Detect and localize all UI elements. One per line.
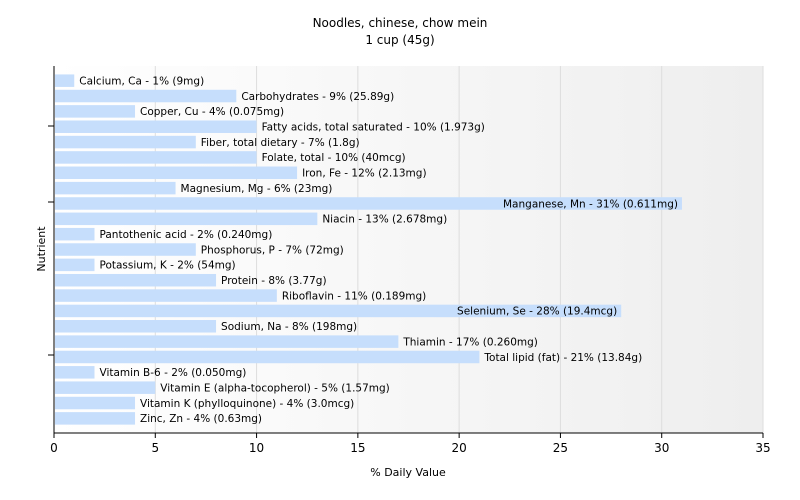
x-tick-label: 0: [50, 441, 58, 455]
chart-subtitle: 1 cup (45g): [365, 33, 434, 47]
x-tick-label: 25: [553, 441, 568, 455]
bar-label: Phosphorus, P - 7% (72mg): [201, 244, 344, 256]
bar: [55, 105, 136, 118]
bar-label: Niacin - 13% (2.678mg): [322, 214, 447, 226]
bar-label: Calcium, Ca - 1% (9mg): [79, 75, 204, 87]
bar: [55, 396, 136, 410]
bar-label: Potassium, K - 2% (54mg): [100, 260, 236, 272]
bar: [55, 89, 237, 103]
bar-label: Pantothenic acid - 2% (0.240mg): [100, 229, 273, 241]
x-tick-label: 5: [151, 441, 159, 455]
bar: [55, 381, 156, 394]
bar: [55, 258, 95, 272]
bar: [55, 350, 480, 364]
bar: [55, 243, 196, 256]
bar-label: Folate, total - 10% (40mcg): [262, 152, 406, 164]
bar: [55, 197, 682, 210]
x-axis-label: % Daily Value: [370, 466, 446, 479]
bar: [55, 273, 217, 287]
bar-label: Vitamin E (alpha-tocopherol) - 5% (1.57m…: [160, 382, 389, 394]
bar: [55, 304, 622, 318]
bar: [55, 227, 95, 241]
bar-label: Riboflavin - 11% (0.189mg): [282, 290, 426, 302]
bar: [55, 74, 75, 87]
bar-label: Total lipid (fat) - 21% (13.84g): [483, 352, 642, 364]
x-tick-label: 35: [755, 441, 770, 455]
bar: [55, 135, 196, 149]
bar: [55, 335, 399, 348]
x-tick-label: 15: [350, 441, 365, 455]
bar-label: Vitamin K (phylloquinone) - 4% (3.0mcg): [140, 398, 354, 410]
bar: [55, 212, 318, 226]
bar-label: Magnesium, Mg - 6% (23mg): [181, 183, 333, 195]
x-tick-label: 20: [452, 441, 467, 455]
bar: [55, 289, 277, 302]
bar-label: Sodium, Na - 8% (198mg): [221, 321, 357, 333]
bar: [55, 181, 176, 195]
bar: [55, 366, 95, 379]
bar-label: Carbohydrates - 9% (25.89g): [241, 91, 394, 103]
bar: [55, 320, 217, 333]
bar-label: Fiber, total dietary - 7% (1.8g): [201, 137, 360, 149]
axes: 0 5 10 15 20 25 30 35: [48, 66, 771, 455]
chart-title: Noodles, chinese, chow mein: [313, 16, 488, 30]
x-tick-label: 10: [249, 441, 264, 455]
bar-label: Fatty acids, total saturated - 10% (1.97…: [262, 122, 485, 134]
bars: Calcium, Ca - 1% (9mg) Carbohydrates - 9%…: [55, 74, 682, 425]
bar-label: Manganese, Mn - 31% (0.611mg): [503, 198, 678, 210]
y-axis-label: Nutrient: [35, 226, 48, 272]
bar: [55, 412, 136, 425]
bar-label: Protein - 8% (3.77g): [221, 275, 327, 287]
bar-label: Copper, Cu - 4% (0.075mg): [140, 106, 284, 118]
bar: [55, 120, 257, 133]
bar: [55, 166, 298, 180]
bar-label: Selenium, Se - 28% (19.4mcg): [457, 306, 617, 318]
x-tick-label: 30: [654, 441, 669, 455]
bar-label: Thiamin - 17% (0.260mg): [402, 336, 538, 348]
bar-label: Zinc, Zn - 4% (0.63mg): [140, 413, 262, 425]
bar: [55, 151, 257, 164]
bar-label: Vitamin B-6 - 2% (0.050mg): [100, 367, 247, 379]
bar-label: Iron, Fe - 12% (2.13mg): [302, 168, 426, 180]
